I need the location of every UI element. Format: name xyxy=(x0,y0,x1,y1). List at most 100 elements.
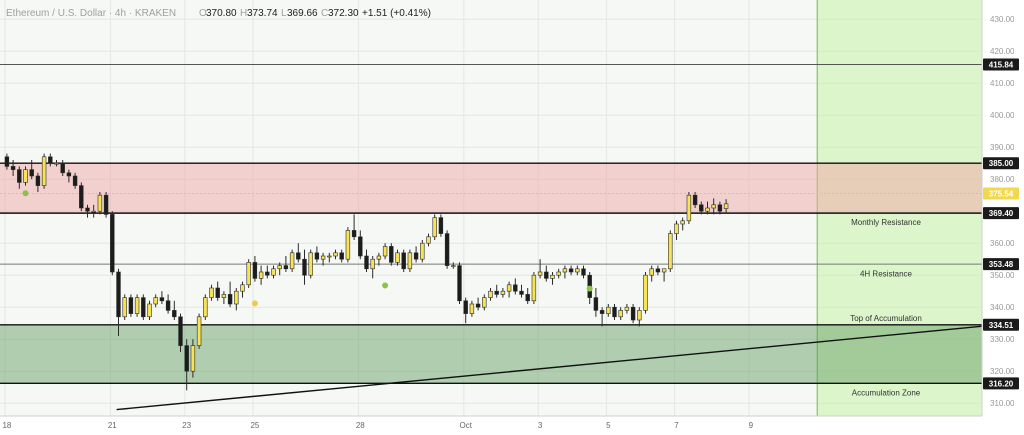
candle xyxy=(420,240,425,263)
candle xyxy=(339,249,344,263)
candle xyxy=(246,259,251,288)
candle xyxy=(364,249,369,272)
candle xyxy=(234,288,239,311)
candle xyxy=(606,304,611,317)
zone-annotation: Accumulation Zone xyxy=(852,389,921,398)
candle-body-down xyxy=(494,290,499,295)
candle-body-up xyxy=(277,265,282,270)
candle-body-up xyxy=(221,294,227,298)
price-tag-label: 385.00 xyxy=(989,159,1014,168)
candle-body-down xyxy=(438,217,444,234)
candle xyxy=(4,153,10,170)
candle xyxy=(444,230,450,269)
candle xyxy=(488,288,493,301)
candle xyxy=(283,256,289,272)
candles xyxy=(4,153,729,391)
candle xyxy=(72,172,78,189)
candle xyxy=(575,265,580,276)
candle-body-up xyxy=(488,290,493,298)
candle xyxy=(54,160,59,167)
candle-body-up xyxy=(531,274,537,302)
candle-body-down xyxy=(141,297,146,318)
candle-body-up xyxy=(240,284,245,292)
signal-marker xyxy=(586,285,593,292)
candle xyxy=(661,268,667,282)
price-tag-label: 415.84 xyxy=(989,61,1014,70)
candle-body-up xyxy=(196,316,202,346)
svg-text:H: H xyxy=(240,8,247,19)
candle xyxy=(85,204,90,218)
candle xyxy=(351,214,357,240)
time-axis-background xyxy=(0,416,982,435)
candle xyxy=(203,294,208,320)
candle-body-up xyxy=(345,230,351,260)
chart-header: Ethereum / U.S. Dollar · 4h · KRAKEN O 3… xyxy=(6,8,431,19)
candle xyxy=(469,300,475,317)
price-tick-label: 360.00 xyxy=(990,239,1015,248)
candle xyxy=(221,291,227,304)
candle-body-up xyxy=(376,255,382,260)
candle xyxy=(668,230,673,272)
candle-body-up xyxy=(327,255,332,258)
candle xyxy=(680,217,685,231)
zone-annotations: Monthly Resistance 4H Resistance Top of Ac… xyxy=(850,218,922,398)
candle xyxy=(451,262,456,269)
price-tick-label: 400.00 xyxy=(990,111,1015,120)
candle-body-up xyxy=(246,262,251,286)
candle xyxy=(674,220,679,240)
candle-body-up xyxy=(550,274,555,279)
candle-body-up xyxy=(407,252,413,270)
signal-markers xyxy=(22,190,593,307)
candle xyxy=(23,166,28,186)
open-value: 370.80 xyxy=(206,8,237,19)
candle-body-down xyxy=(85,207,90,212)
trendline-line xyxy=(116,324,998,411)
candle xyxy=(457,262,462,304)
candle xyxy=(41,153,47,189)
candle-body-up xyxy=(320,255,326,260)
candle xyxy=(97,192,103,215)
candle-body-up xyxy=(606,306,611,314)
candle-body-up xyxy=(506,284,512,292)
candle-body-down xyxy=(103,194,109,215)
price-tick-label: 340.00 xyxy=(990,303,1015,312)
candle xyxy=(153,294,158,308)
price-tag-background xyxy=(983,157,1019,170)
candle-body-up xyxy=(624,306,630,311)
candle-body-down xyxy=(17,169,22,183)
candle xyxy=(172,300,177,320)
candle xyxy=(494,284,499,298)
candle xyxy=(91,204,96,218)
candle-body-down xyxy=(612,306,617,318)
candle xyxy=(550,272,555,285)
candle xyxy=(370,256,375,279)
candle xyxy=(655,265,661,276)
candle xyxy=(531,272,537,304)
high-value: 373.74 xyxy=(247,8,278,19)
candle-body-down xyxy=(128,297,134,314)
candle-body-down xyxy=(519,290,524,295)
candle xyxy=(581,265,586,279)
candle-body-down xyxy=(544,271,549,279)
candle xyxy=(240,281,245,298)
candle xyxy=(227,281,233,308)
candle xyxy=(438,214,444,237)
time-axis[interactable]: 18 21 23 25 28 Oct 3 5 7 9 xyxy=(2,421,753,430)
price-tag-background xyxy=(983,318,1019,331)
candle xyxy=(705,201,710,215)
candle xyxy=(141,294,146,320)
candle-body-down xyxy=(444,233,450,266)
time-tick-label: 9 xyxy=(749,421,754,430)
price-tag-label: 353.48 xyxy=(989,260,1014,269)
candle-body-down xyxy=(116,271,121,318)
candle-body-down xyxy=(48,156,53,164)
price-tag-background xyxy=(983,377,1019,390)
candle xyxy=(699,201,704,215)
candle xyxy=(692,192,698,208)
candle xyxy=(500,288,506,298)
candle xyxy=(190,339,196,378)
candle xyxy=(544,265,549,282)
signal-marker xyxy=(382,282,389,289)
candle-body-down xyxy=(35,175,41,186)
